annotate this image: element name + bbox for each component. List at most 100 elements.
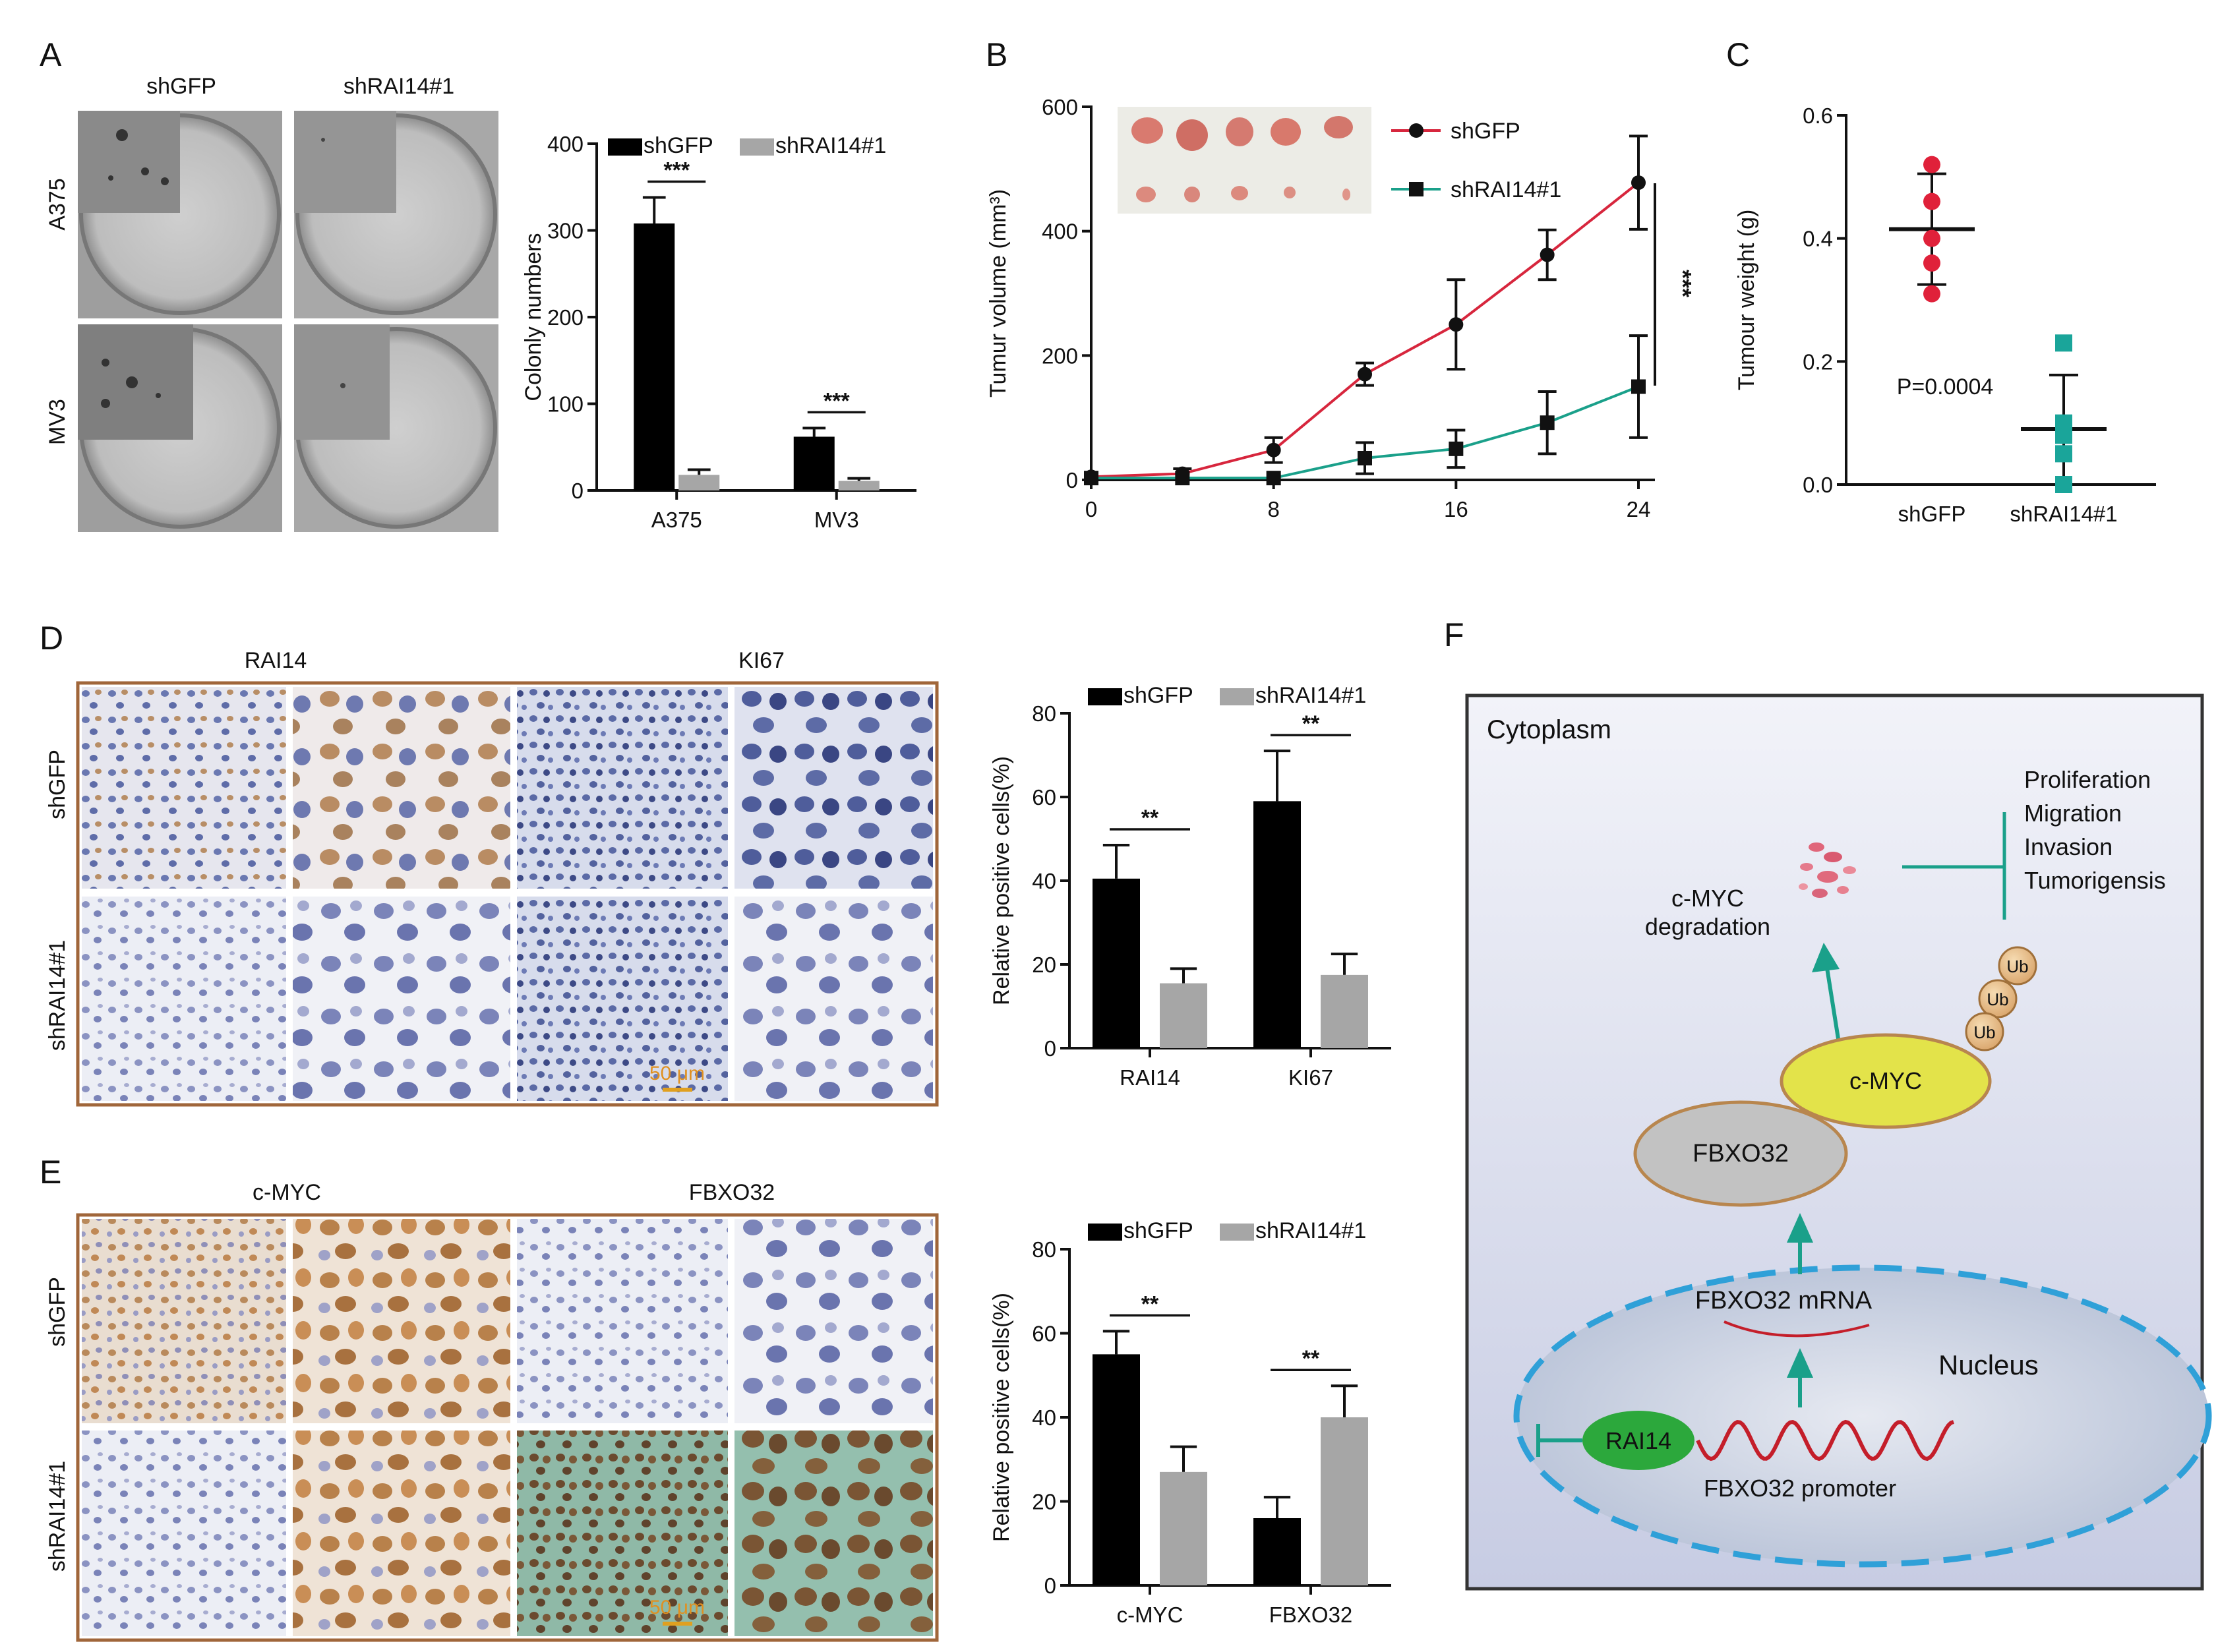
y-tick-label: 0.4 bbox=[1803, 227, 1833, 251]
bar-shGFP-A375 bbox=[634, 223, 675, 490]
bar-shRAI14#1-KI67 bbox=[1321, 974, 1368, 1048]
data-point bbox=[1358, 450, 1372, 465]
x-tick-label: shRAI14#1 bbox=[2010, 502, 2117, 526]
bar-shRAI14#1-c-MYC bbox=[1160, 1471, 1207, 1585]
data-point bbox=[1631, 379, 1646, 394]
panel-label-d: D bbox=[40, 620, 63, 657]
data-point bbox=[1449, 317, 1464, 332]
y-tick-label: 600 bbox=[1042, 95, 1078, 119]
x-tick-label: RAI14 bbox=[1120, 1065, 1180, 1090]
data-point bbox=[1923, 254, 1940, 272]
colony-dish-mv3-shgfp bbox=[78, 324, 282, 532]
ihc-e-row-label-shgfp: shGFP bbox=[45, 1277, 70, 1347]
data-point bbox=[2055, 476, 2072, 493]
fbxo32-protein-label: FBXO32 bbox=[1693, 1140, 1789, 1167]
tumor-volume-line-chart: 0 200 400 600 Tumur volume (mm³) 0 8 16 24 shGFP s… bbox=[986, 95, 1696, 521]
legend-marker bbox=[1409, 123, 1424, 138]
x-tick-label: c-MYC bbox=[1117, 1603, 1184, 1627]
colony-dish-a375-shrai14 bbox=[294, 111, 498, 318]
y-tick-label: 0 bbox=[1066, 468, 1078, 492]
data-point bbox=[1084, 471, 1098, 486]
significance-label: *** bbox=[824, 388, 850, 413]
degraded-fragments bbox=[1799, 842, 1856, 898]
y-tick-label: 60 bbox=[1032, 1322, 1056, 1346]
x-tick-label: shGFP bbox=[1898, 502, 1966, 526]
ub-label-1: Ub bbox=[2006, 957, 2028, 976]
colony-dish-a375-shgfp bbox=[78, 111, 282, 318]
legend-label: shGFP bbox=[1124, 683, 1193, 708]
bar-shGFP-RAI14 bbox=[1093, 878, 1140, 1048]
pathway-diagram: Cytoplasm c-MYC degradation Proliferatio… bbox=[1465, 693, 2212, 1591]
data-point bbox=[1175, 471, 1190, 486]
panel-label-b: B bbox=[986, 36, 1007, 73]
y-tick-label: 200 bbox=[547, 305, 584, 330]
legend-label: shGFP bbox=[644, 133, 713, 158]
tumor-weight-dot-plot: 0.0 0.2 0.4 0.6 Tumour weight (g) shGFP shRAI1… bbox=[1734, 103, 2156, 526]
y-tick-label: 0.0 bbox=[1803, 473, 1833, 497]
legend-swatch bbox=[1088, 1224, 1122, 1241]
outcome-tumorigensis: Tumorigensis bbox=[2024, 867, 2166, 894]
y-tick-label: 0 bbox=[572, 479, 584, 503]
data-point bbox=[1923, 285, 1940, 303]
cytoplasm-label: Cytoplasm bbox=[1487, 715, 1611, 744]
tumor-photo bbox=[1118, 107, 1371, 214]
data-point bbox=[1923, 156, 1940, 173]
ihc-e-bar-chart: 0 20 40 60 80 Relative positive cells(%) c-MYC… bbox=[989, 1218, 1391, 1627]
data-point bbox=[1266, 442, 1281, 457]
ihc-d-col-label-rai14: RAI14 bbox=[245, 648, 307, 673]
legend-swatch bbox=[740, 138, 774, 156]
ihc-e-col-label-cmyc: c-MYC bbox=[253, 1180, 321, 1205]
data-point bbox=[2055, 445, 2072, 463]
significance-label: *** bbox=[663, 158, 690, 183]
x-tick-label: 8 bbox=[1267, 497, 1279, 521]
legend-label: shRAI14#1 bbox=[1255, 1218, 1366, 1243]
y-tick-label: 300 bbox=[547, 219, 584, 243]
legend-swatch bbox=[608, 138, 642, 156]
colony-row-label-mv3: MV3 bbox=[45, 399, 70, 445]
degradation-label-2: degradation bbox=[1645, 913, 1770, 940]
significance-label: ** bbox=[1302, 1346, 1320, 1371]
data-point bbox=[1631, 175, 1646, 191]
y-tick-label: 20 bbox=[1032, 1490, 1056, 1514]
panel-label-e: E bbox=[40, 1154, 61, 1191]
colony-dish-mv3-shrai14 bbox=[294, 324, 498, 532]
ihc-d-bar-chart: 0 20 40 60 80 Relative positive cells(%) RAI14… bbox=[989, 683, 1391, 1090]
nucleus-label: Nucleus bbox=[1938, 1349, 2039, 1380]
bar-shRAI14#1-A375 bbox=[678, 475, 720, 490]
bar-shGFP-KI67 bbox=[1253, 801, 1301, 1048]
y-tick-label: 400 bbox=[1042, 220, 1078, 244]
degradation-label-1: c-MYC bbox=[1671, 885, 1744, 912]
y-tick-label: 100 bbox=[547, 392, 584, 417]
y-tick-label: 0 bbox=[1044, 1036, 1056, 1061]
rai14-label: RAI14 bbox=[1605, 1427, 1671, 1454]
y-tick-label: 40 bbox=[1032, 869, 1056, 893]
x-tick-label: MV3 bbox=[814, 508, 859, 532]
x-tick-label: 16 bbox=[1444, 497, 1468, 521]
y-tick-label: 60 bbox=[1032, 785, 1056, 810]
y-axis-title: Tumour weight (g) bbox=[1734, 210, 1759, 391]
ihc-d-scale-bar: 50 μm bbox=[649, 1063, 705, 1084]
data-point bbox=[1540, 247, 1555, 262]
legend-label: shRAI14#1 bbox=[775, 133, 886, 158]
ub-label-3: Ub bbox=[1973, 1022, 1995, 1042]
bar-shGFP-FBXO32 bbox=[1253, 1518, 1301, 1585]
y-axis-title: Relative positive cells(%) bbox=[989, 756, 1014, 1005]
outcome-invasion: Invasion bbox=[2024, 833, 2113, 860]
x-tick-label: A375 bbox=[651, 508, 702, 532]
ihc-d-row-label-shrai14: shRAI14#1 bbox=[45, 940, 70, 1051]
series-line-shGFP bbox=[1091, 181, 1640, 479]
x-tick-label: 24 bbox=[1627, 497, 1651, 521]
significance-label: ** bbox=[1302, 711, 1320, 736]
colony-col-label-shgfp: shGFP bbox=[146, 74, 216, 99]
data-point bbox=[2055, 427, 2072, 444]
ihc-grid-e bbox=[76, 1213, 939, 1642]
y-axis-title: Colonly numbers bbox=[521, 233, 546, 401]
y-tick-label: 0.6 bbox=[1803, 103, 1833, 128]
y-tick-label: 0.2 bbox=[1803, 349, 1833, 374]
data-point bbox=[2055, 334, 2072, 352]
colony-bar-chart: 0 100 200 300 400 Colonly numbers A375 *** MV3 **… bbox=[521, 132, 916, 532]
y-tick-label: 40 bbox=[1032, 1405, 1056, 1430]
y-axis-title: Tumur volume (mm³) bbox=[986, 189, 1011, 398]
significance-label: ** bbox=[1141, 1291, 1159, 1316]
panel-label-a: A bbox=[40, 36, 62, 73]
